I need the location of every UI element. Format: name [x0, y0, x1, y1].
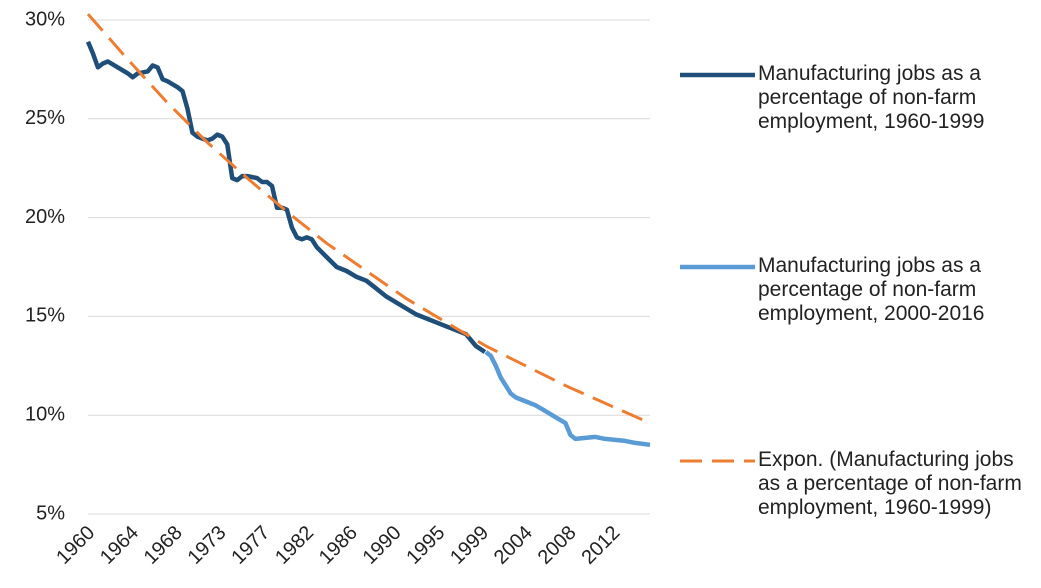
legend-label: Manufacturing jobs as a percentage of no… — [758, 62, 985, 133]
legend-label: Expon. (Manufacturing jobs as a percenta… — [758, 448, 1022, 519]
x-tick-label: 2012 — [577, 522, 624, 569]
line-series — [85, 40, 487, 354]
x-tick-label: 1964 — [96, 522, 143, 569]
y-tick-label: 5% — [36, 502, 65, 524]
y-tick-label: 20% — [25, 206, 65, 228]
x-tick-label: 1990 — [359, 522, 406, 569]
y-tick-label: 25% — [25, 107, 65, 129]
x-tick-label: 1986 — [315, 522, 362, 569]
legend-label: Manufacturing jobs as a percentage of no… — [758, 254, 985, 325]
x-tick-label: 1977 — [227, 522, 274, 569]
x-tick-label: 1995 — [402, 522, 449, 569]
x-tick-label: 2008 — [534, 522, 581, 569]
y-tick-label: 30% — [25, 8, 65, 30]
line-series — [86, 13, 651, 425]
x-tick-label: 2004 — [490, 522, 537, 569]
x-tick-label: 1999 — [446, 522, 493, 569]
x-tick-label: 1982 — [271, 522, 318, 569]
y-tick-label: 15% — [25, 305, 65, 327]
x-tick-label: 1968 — [140, 522, 187, 569]
line-series — [484, 350, 651, 448]
y-tick-label: 10% — [25, 403, 65, 425]
x-tick-label: 1960 — [52, 522, 99, 569]
x-tick-label: 1973 — [184, 522, 231, 569]
